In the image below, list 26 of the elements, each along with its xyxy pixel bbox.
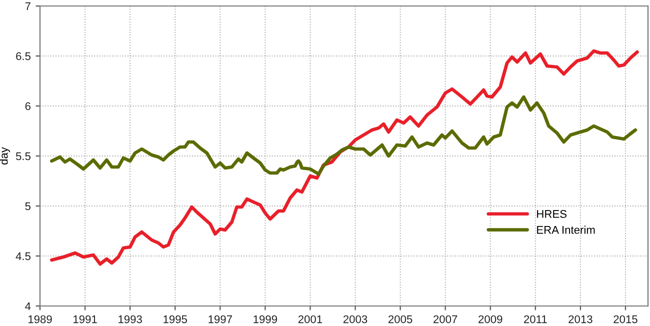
x-tick-label: 2013 <box>568 315 592 324</box>
y-tick-label: 4.5 <box>16 252 31 260</box>
x-tick-label: 2007 <box>434 315 458 324</box>
x-tick-label: 1991 <box>74 315 97 324</box>
line-series <box>50 49 639 266</box>
x-tick-label: 2001 <box>298 315 322 324</box>
x-tick-label: 2003 <box>343 315 368 324</box>
x-tick-label: 1995 <box>164 315 188 324</box>
line-series <box>50 95 638 176</box>
y-tick-label: 5 <box>25 202 31 210</box>
x-tick-label: 1999 <box>254 315 278 324</box>
y-tick-label: 6.5 <box>16 52 31 60</box>
legend-label: ERA Interim <box>537 226 595 234</box>
y-tick-label: 4 <box>25 302 31 310</box>
y-tick-label: 7 <box>25 2 30 10</box>
legend-label: HRES <box>537 210 567 218</box>
x-tick-label: 2011 <box>524 315 547 324</box>
x-tick-label: 2005 <box>388 315 412 324</box>
x-tick-label: 2015 <box>614 315 638 324</box>
x-tick-label: 1993 <box>118 315 142 324</box>
y-tick-label: 5.5 <box>16 152 31 160</box>
x-tick-label: 1989 <box>28 315 52 324</box>
x-tick-label: 1997 <box>208 315 232 324</box>
y-axis-title: day <box>0 147 10 164</box>
y-tick-label: 6 <box>25 102 30 110</box>
x-tick-label: 2009 <box>478 315 502 324</box>
